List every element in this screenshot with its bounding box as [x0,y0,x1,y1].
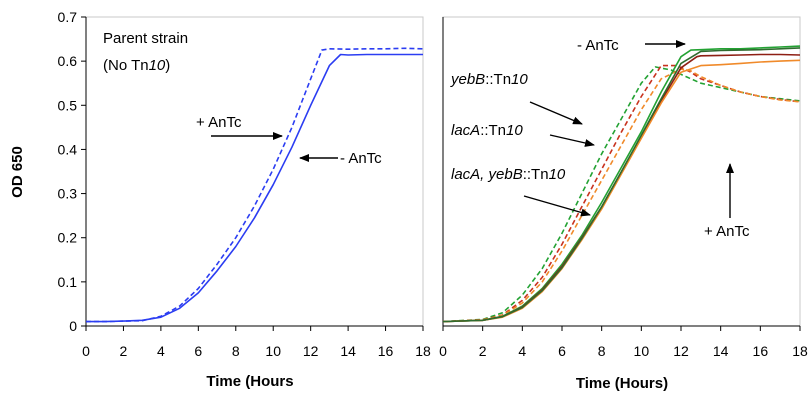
right-x-tick-label: 16 [753,343,769,359]
right-annotation-yebB-rest: ::Tn [485,71,511,88]
right-x-tick-label: 4 [518,343,526,359]
left-y-tick-label: 0.5 [58,97,78,113]
right-annotation-lacA-yebB: lacA, yebB::Tn10 [451,166,566,183]
left-panel: 0 0.1 0.2 0.3 0.4 0.5 0.6 0.7 0 2 4 6 8 10 12 14 16 18 T… [58,9,431,390]
left-x-axis-title: Time (Hours [206,373,293,390]
right-arrow-yebB [529,101,583,125]
left-x-tick-label: 16 [378,343,394,359]
left-annotation-no-tn10-pre: (No Tn [103,57,149,74]
right-series-laca-yebb-tn10-antc [442,59,801,323]
left-annotation-parent-strain: Parent strain [103,30,188,47]
left-x-tick-label: 14 [340,343,356,359]
right-arrow-lacA-yebB [523,195,591,217]
left-x-tick-label: 18 [415,343,431,359]
right-series-parent-overlay-antc [442,47,801,323]
left-x-tick-label: 10 [265,343,281,359]
left-annotation-plus-antc: + AnTc [196,114,242,131]
left-x-tick-label: 6 [194,343,202,359]
left-x-tick-label: 8 [232,343,240,359]
right-series-group [442,45,801,323]
left-y-tick-label: 0 [69,318,77,334]
left-y-tick-label: 0.4 [58,141,78,157]
left-x-ticks: 0 2 4 6 8 10 12 14 16 18 [82,326,431,359]
right-series-laca-tn10-antc [442,64,801,323]
right-x-tick-label: 6 [558,343,566,359]
right-x-axis-title: Time (Hours) [576,375,668,392]
right-annotation-lacA-num: 10 [506,122,523,139]
right-annotation-yebB-num: 10 [511,71,528,88]
right-x-tick-label: 8 [598,343,606,359]
right-panel: 0 2 4 6 8 10 12 14 16 18 Time (Hours) - AnTc yebB… [439,16,808,392]
right-annotation-lacA-yebB-num: 10 [549,166,566,183]
right-annotation-lacA-rest: ::Tn [480,122,506,139]
right-annotation-yebB: yebB::Tn10 [450,71,528,88]
left-x-tick-label: 4 [157,343,165,359]
right-annotation-lacA-yebB-italic: lacA, yebB [451,166,523,183]
right-x-tick-label: 18 [792,343,808,359]
left-y-ticks: 0 0.1 0.2 0.3 0.4 0.5 0.6 0.7 [58,9,86,334]
right-series-laca-tn10-antc [442,53,801,323]
right-arrow-lacA [549,134,595,147]
y-axis-title: OD 650 [9,146,26,198]
right-annotation-plus-antc: + AnTc [704,223,750,240]
right-annotation-lacA: lacA::Tn10 [451,122,523,139]
left-x-tick-label: 0 [82,343,90,359]
left-series-parent-antc [86,47,424,323]
left-y-tick-label: 0.3 [58,186,78,202]
left-annotation-no-tn10-italic: 10 [149,57,166,74]
right-annotation-minus-antc: - AnTc [577,37,619,54]
right-x-tick-label: 2 [479,343,487,359]
right-x-tick-label: 12 [673,343,689,359]
right-x-tick-label: 14 [713,343,729,359]
left-y-tick-label: 0.2 [58,230,78,246]
left-y-tick-label: 0.6 [58,53,78,69]
left-series-group [86,47,424,323]
left-x-tick-label: 12 [303,343,319,359]
left-y-tick-label: 0.7 [58,9,78,25]
left-x-tick-label: 2 [120,343,128,359]
right-series-yebb-tn10-antc [442,66,801,323]
left-annotation-no-tn10-post: ) [165,57,170,74]
right-x-ticks: 0 2 4 6 8 10 12 14 16 18 [439,326,808,359]
left-annotation-minus-antc: - AnTc [340,150,382,167]
left-series-parent-antc [86,53,423,323]
right-x-tick-label: 10 [634,343,650,359]
left-annotation-no-tn10: (No Tn10) [103,57,170,74]
right-series-laca-yebb-tn10-antc [442,68,801,323]
right-annotation-yebB-italic: yebB [450,71,485,88]
left-y-tick-label: 0.1 [58,274,78,290]
right-x-tick-label: 0 [439,343,447,359]
right-annotation-lacA-italic: lacA [451,122,480,139]
right-annotation-lacA-yebB-rest: ::Tn [523,166,549,183]
